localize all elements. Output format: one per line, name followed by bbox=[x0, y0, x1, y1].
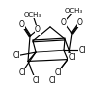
Text: O: O bbox=[19, 20, 25, 29]
Text: Cl: Cl bbox=[18, 68, 26, 77]
Text: Cl: Cl bbox=[48, 76, 56, 85]
Text: O: O bbox=[61, 18, 67, 27]
Text: Cl: Cl bbox=[32, 76, 40, 85]
Text: Cl: Cl bbox=[78, 46, 86, 55]
Text: Cl: Cl bbox=[68, 53, 76, 62]
Text: OCH₃: OCH₃ bbox=[65, 8, 83, 14]
Text: Cl: Cl bbox=[54, 68, 62, 77]
Text: O: O bbox=[77, 18, 83, 27]
Text: Cl: Cl bbox=[12, 51, 20, 60]
Text: OCH₃: OCH₃ bbox=[24, 12, 42, 18]
Text: O: O bbox=[35, 25, 41, 34]
